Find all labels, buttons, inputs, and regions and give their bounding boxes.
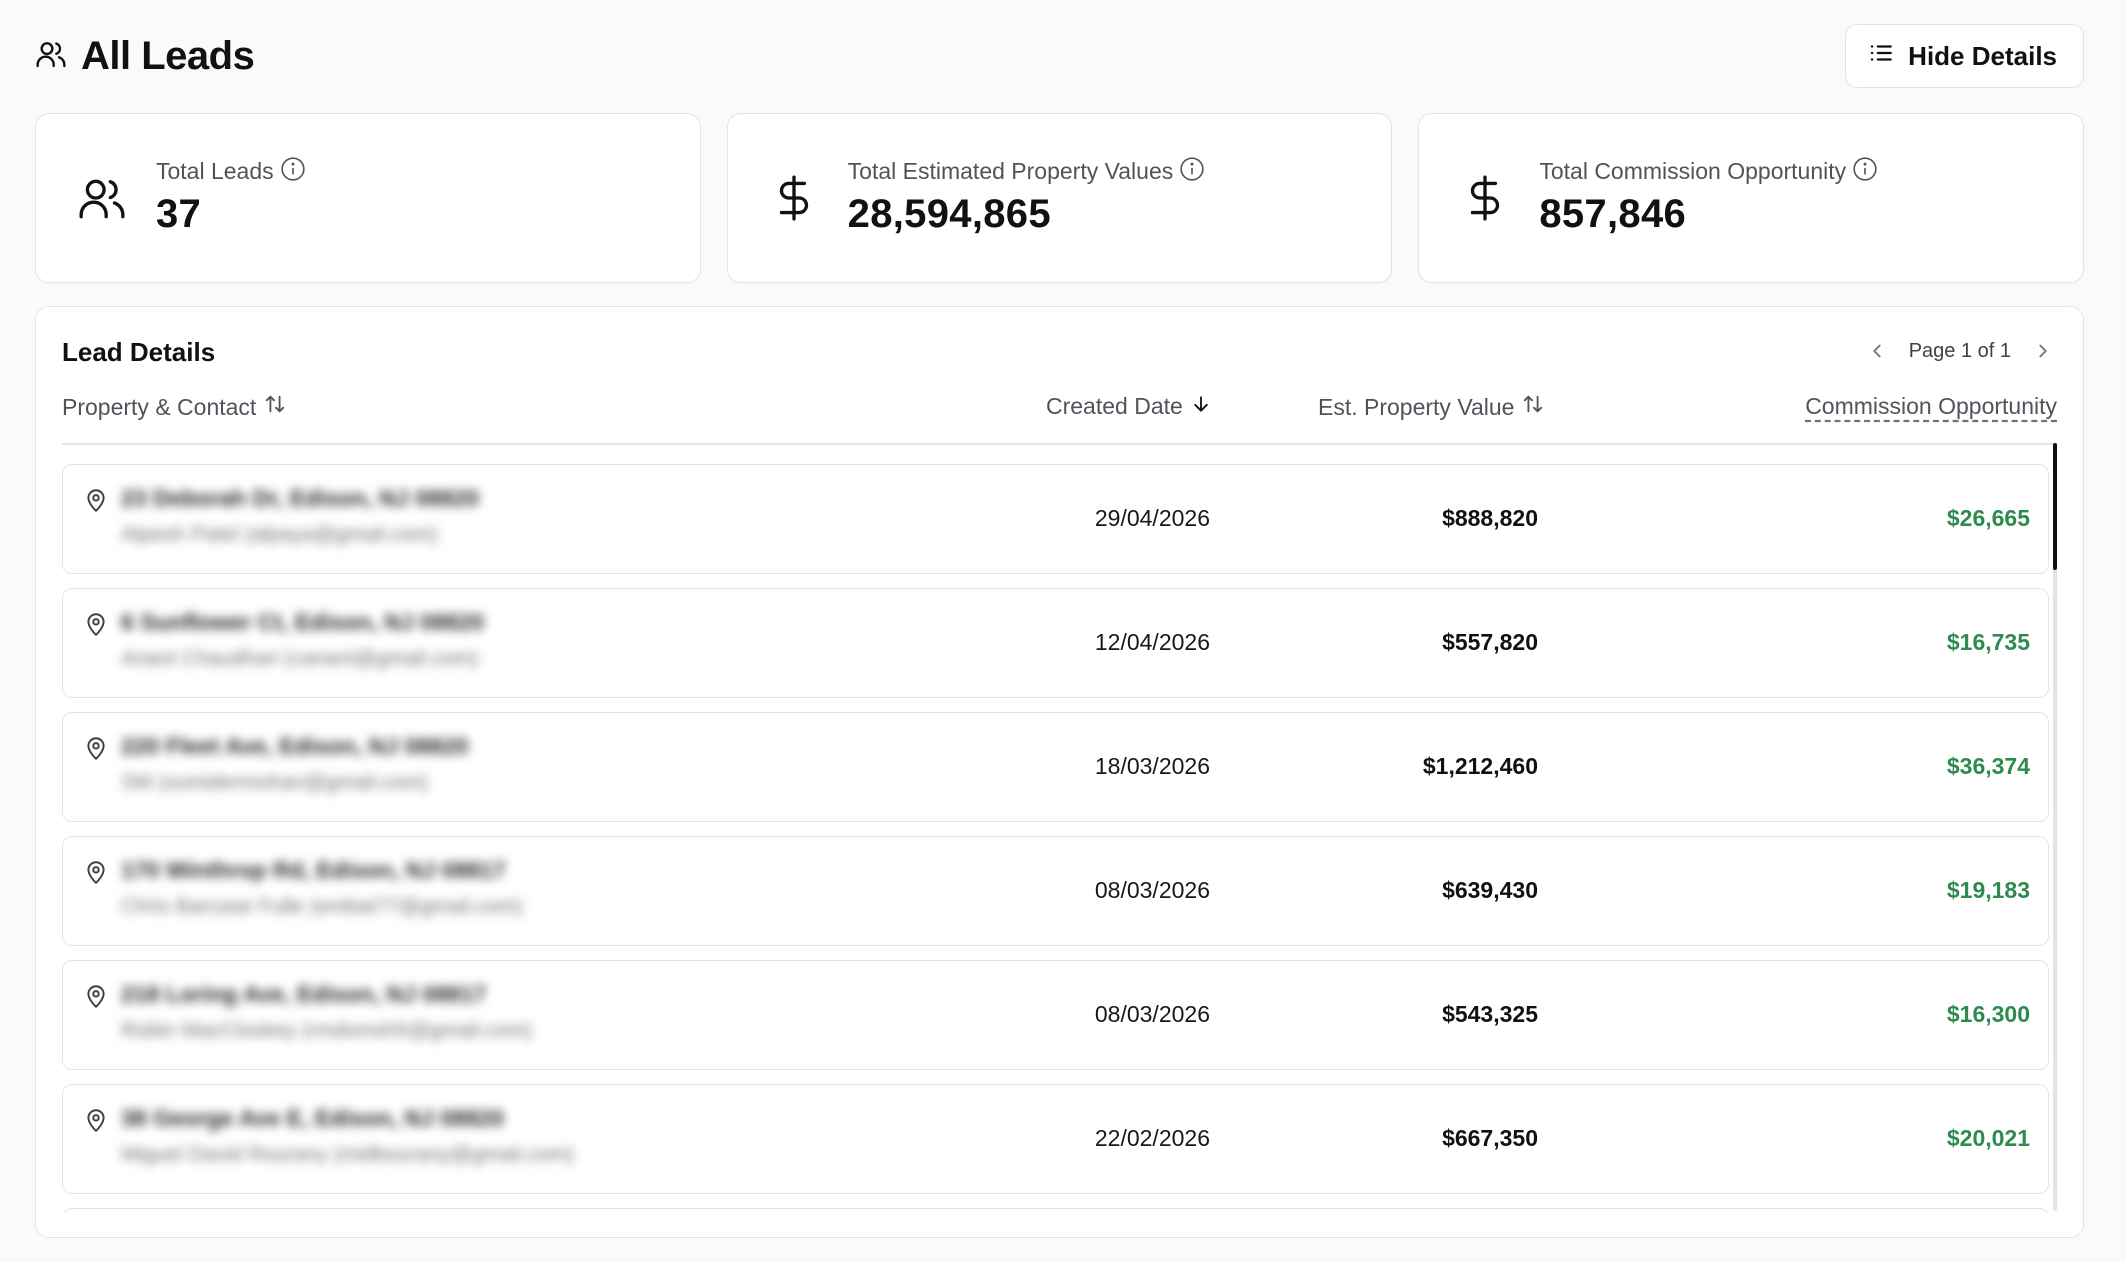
contact-info: Chris Barcase Fulle (embat77@gmail.com) (121, 895, 523, 918)
contact-info: Anant Chaudhari (canant@gmail.com) (121, 647, 479, 670)
map-pin-icon (83, 859, 109, 890)
map-pin-icon (83, 611, 109, 642)
info-icon[interactable] (1852, 156, 1878, 188)
column-header-commission[interactable]: Commission Opportunity (1805, 393, 2057, 419)
column-header-label: Est. Property Value (1318, 393, 1515, 420)
table-row[interactable]: 170 Winthrop Rd, Edison, NJ 08817 Chris … (62, 836, 2049, 946)
stat-label: Total Leads (156, 156, 306, 188)
table-row[interactable]: 6 Sunflower Ct, Edison, NJ 08820 Anant C… (62, 588, 2049, 698)
page-header: All Leads Hide Details (35, 24, 2084, 88)
title-wrap: All Leads (35, 33, 255, 79)
stat-label: Total Estimated Property Values (848, 156, 1206, 188)
stat-label: Total Commission Opportunity (1539, 156, 1878, 188)
created-date: 29/04/2026 (1094, 505, 1210, 531)
lead-details-panel: Lead Details Page 1 of 1 Property & Cont… (35, 306, 2084, 1238)
column-header-property[interactable]: Property & Contact (62, 393, 286, 421)
commission-value: $16,735 (1946, 629, 2030, 655)
list-icon (1868, 40, 1894, 73)
table-row[interactable]: 23 Deborah Dr, Edison, NJ 08820 Alpesh P… (62, 464, 2049, 574)
map-pin-icon (83, 1107, 109, 1138)
property-value: $557,820 (1442, 629, 1538, 655)
stats-row: Total Leads 37 Total Estimated Property … (35, 113, 2085, 283)
created-date: 08/03/2026 (1094, 1001, 1210, 1027)
stat-text: Total Commission Opportunity 857,846 (1539, 156, 1878, 237)
stat-label-text: Total Estimated Property Values (847, 158, 1174, 184)
users-icon (74, 170, 130, 226)
chevron-right-icon[interactable] (2029, 337, 2057, 365)
stat-card-total-leads: Total Leads 37 (35, 113, 701, 283)
table-row[interactable]: 218 Loring Ave, Edison, NJ 08817 Robin M… (62, 960, 2049, 1070)
arrow-down-icon (1191, 393, 1211, 420)
info-icon[interactable] (280, 156, 306, 188)
chevron-left-icon[interactable] (1863, 337, 1891, 365)
commission-value: $16,300 (1946, 1001, 2030, 1027)
hide-details-button[interactable]: Hide Details (1845, 24, 2084, 88)
info-icon[interactable] (1179, 156, 1205, 188)
stat-card-total-property-values: Total Estimated Property Values 28,594,8… (726, 113, 1393, 283)
pagination: Page 1 of 1 (1863, 337, 2057, 365)
created-date: 18/03/2026 (1094, 753, 1210, 779)
contact-info: Robin MacCloskey (rmdomsh5@gmail.com) (121, 1019, 533, 1042)
sort-icon (1522, 393, 1544, 421)
hide-details-label: Hide Details (1908, 40, 2057, 71)
page-indicator: Page 1 of 1 (1908, 339, 2011, 362)
column-header-property-value[interactable]: Est. Property Value (1318, 393, 1544, 421)
created-date: 12/04/2026 (1094, 629, 1210, 655)
lead-rows: 23 Deborah Dr, Edison, NJ 08820 Alpesh P… (62, 464, 2049, 1213)
column-header-label: Property & Contact (62, 393, 257, 420)
property-value: $888,820 (1442, 505, 1538, 531)
contact-info: SM (sumidermohan@gmail.com) (121, 771, 429, 794)
property-address: 6 Sunflower Ct, Edison, NJ 08820 (121, 609, 484, 635)
sort-icon (264, 393, 286, 421)
map-pin-icon (83, 735, 109, 766)
property-value: $667,350 (1442, 1125, 1538, 1151)
contact-info: Alpesh Patel (alpaya@gmail.com) (121, 523, 438, 546)
column-header-created-date[interactable]: Created Date (1046, 393, 1211, 420)
property-address: 218 Loring Ave, Edison, NJ 08817 (121, 981, 487, 1007)
property-address: 23 Deborah Dr, Edison, NJ 08820 (121, 485, 479, 511)
stat-text: Total Leads 37 (156, 156, 306, 237)
map-pin-icon (83, 487, 109, 518)
column-header-label: Created Date (1046, 393, 1183, 419)
table-row[interactable]: 220 Fleet Ave, Edison, NJ 08820 SM (sumi… (62, 712, 2049, 822)
dollar-icon (766, 170, 822, 226)
commission-value: $26,665 (1946, 505, 2030, 531)
property-address: 170 Winthrop Rd, Edison, NJ 08817 (121, 857, 506, 883)
commission-value: $19,183 (1946, 877, 2030, 903)
dollar-icon (1457, 170, 1513, 226)
stat-card-total-commission: Total Commission Opportunity 857,846 (1418, 113, 2085, 283)
created-date: 22/02/2026 (1094, 1125, 1210, 1151)
scrollbar[interactable] (2053, 443, 2057, 1211)
page-title: All Leads (81, 33, 255, 78)
table-row[interactable]: 38 George Ave E, Edison, NJ 08820 Miguel… (62, 1084, 2049, 1194)
contact-info: Miguel David Rourany (midbourany@gmail.c… (121, 1143, 575, 1166)
property-address: 220 Fleet Ave, Edison, NJ 08820 (121, 733, 469, 759)
users-icon (35, 38, 67, 75)
map-pin-icon (83, 983, 109, 1014)
stat-value: 37 (156, 191, 202, 236)
commission-value: $36,374 (1946, 753, 2030, 779)
property-value: $1,212,460 (1422, 753, 1538, 779)
commission-value: $20,021 (1946, 1125, 2030, 1151)
scrollbar-thumb[interactable] (2053, 443, 2057, 570)
stat-value: 28,594,865 (847, 191, 1051, 236)
stat-label-text: Total Commission Opportunity (1539, 158, 1847, 184)
stat-value: 857,846 (1539, 191, 1687, 236)
stat-text: Total Estimated Property Values 28,594,8… (848, 156, 1206, 237)
header-divider (62, 443, 2057, 445)
created-date: 08/03/2026 (1094, 877, 1210, 903)
property-value: $543,325 (1442, 1001, 1538, 1027)
panel-title: Lead Details (62, 337, 216, 367)
table-row[interactable] (62, 1208, 2049, 1213)
property-value: $639,430 (1442, 877, 1538, 903)
stat-label-text: Total Leads (156, 158, 274, 184)
property-address: 38 George Ave E, Edison, NJ 08820 (121, 1105, 505, 1131)
